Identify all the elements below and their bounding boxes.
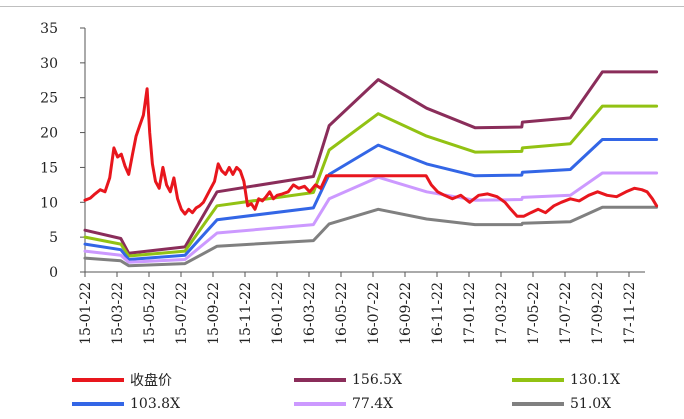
x-tick-label: 15-09-22 <box>206 282 222 345</box>
x-tick-label: 17-11-22 <box>622 282 638 345</box>
x-tick-label: 17-01-22 <box>462 282 478 345</box>
x-tick-label: 16-07-22 <box>366 282 382 345</box>
legend-swatch <box>512 402 564 406</box>
x-tick-label: 17-05-22 <box>526 282 542 345</box>
legend: 收盘价 156.5X 130.1X 103.8X 77.4X 51.0X <box>72 370 662 416</box>
x-tick-label: 17-07-22 <box>558 282 574 345</box>
y-tick-label: 30 <box>40 56 58 72</box>
x-tick-label: 16-09-22 <box>398 282 414 345</box>
legend-swatch <box>294 402 346 406</box>
legend-label: 收盘价 <box>130 373 172 389</box>
x-tick-label: 16-03-22 <box>302 282 318 345</box>
series-line-156.5X <box>83 70 659 255</box>
x-tick-label: 16-05-22 <box>334 282 350 345</box>
legend-item: 收盘价 <box>72 370 172 390</box>
legend-label: 130.1X <box>570 372 621 388</box>
legend-swatch <box>512 378 564 382</box>
series-line-103.8X <box>83 138 659 261</box>
legend-label: 103.8X <box>130 396 181 412</box>
series-line-130.1X <box>83 104 659 258</box>
legend-item: 77.4X <box>294 394 393 414</box>
y-tick-label: 20 <box>40 126 58 142</box>
x-tick-label: 16-11-22 <box>430 282 446 345</box>
series-lines <box>83 70 659 268</box>
axes <box>80 27 645 277</box>
x-tick-label: 15-05-22 <box>142 282 158 345</box>
y-tick-label: 15 <box>40 160 58 176</box>
x-tick-label: 16-01-22 <box>270 282 286 345</box>
y-tick-label: 35 <box>40 21 58 37</box>
y-tick-label: 10 <box>40 195 58 211</box>
legend-item: 130.1X <box>512 370 620 390</box>
legend-label: 77.4X <box>352 396 394 412</box>
legend-label: 156.5X <box>352 372 403 388</box>
y-tick-label: 0 <box>49 265 58 281</box>
legend-item: 51.0X <box>512 394 611 414</box>
legend-swatch <box>72 402 124 406</box>
y-tick-label: 5 <box>49 230 58 246</box>
legend-label: 51.0X <box>570 396 612 412</box>
legend-swatch <box>72 378 124 382</box>
x-tick-label: 15-07-22 <box>174 282 190 345</box>
y-tick-label: 25 <box>40 91 58 107</box>
x-tick-label: 17-09-22 <box>590 282 606 345</box>
legend-item: 156.5X <box>294 370 402 390</box>
x-tick-label: 17-03-22 <box>494 282 510 345</box>
legend-swatch <box>294 378 346 382</box>
x-tick-label: 15-11-22 <box>238 282 254 345</box>
series-line-price <box>83 87 659 218</box>
tick-labels: 0 5 10 15 20 25 30 35 15-01-22 15-03-22 15-05-22 15… <box>40 21 638 345</box>
x-tick-label: 15-01-22 <box>78 282 94 345</box>
series-line-51.0X <box>83 205 659 268</box>
x-tick-label: 15-03-22 <box>110 282 126 345</box>
legend-item: 103.8X <box>72 394 180 414</box>
